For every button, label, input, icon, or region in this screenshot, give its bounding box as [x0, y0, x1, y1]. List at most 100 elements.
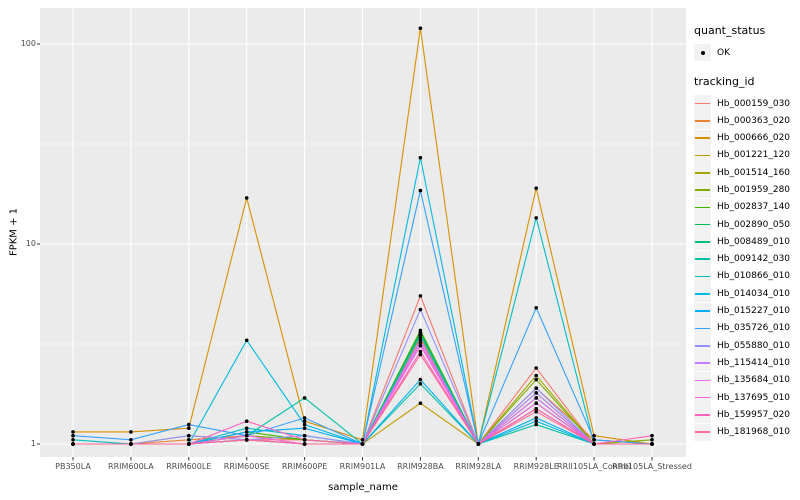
legend-key-line: [695, 379, 710, 382]
data-point: [129, 442, 133, 446]
legend-item-label: Hb_181968_010: [717, 427, 791, 438]
legend-key-line: [695, 396, 710, 399]
data-point: [244, 438, 249, 442]
data-point: [302, 426, 307, 431]
y-tick-label: 1: [30, 439, 36, 448]
legend-key-line: [695, 327, 710, 330]
legend-item-Hb_055880_010: Hb_055880_010: [694, 337, 800, 355]
legend-item-label: Hb_000159_030: [717, 98, 791, 109]
legend-item-label: OK: [717, 47, 730, 58]
legend-item-Hb_002890_050: Hb_002890_050: [694, 216, 800, 234]
data-point: [418, 401, 423, 406]
legend-key-box: [694, 354, 711, 372]
x-tick-label: RRII105LA_Control: [557, 462, 632, 471]
data-point: [360, 438, 365, 442]
legend-key-box: [694, 285, 711, 303]
legend-key-box: [694, 371, 711, 389]
x-tick-label: RRII105LA_Stressed: [612, 462, 692, 471]
legend-key-line: [695, 171, 710, 174]
legend-key-line: [695, 206, 710, 209]
data-point: [418, 330, 423, 335]
legend-item-label: Hb_010866_010: [717, 271, 791, 282]
data-point: [418, 188, 423, 193]
legend-title-quant-status: quant_status: [694, 24, 766, 37]
legend-item-Hb_137695_010: Hb_137695_010: [694, 389, 800, 407]
legend-key-line: [695, 275, 710, 278]
data-point: [534, 216, 538, 220]
legend-key-box: [694, 95, 711, 112]
legend-item-label: Hb_137695_010: [717, 392, 791, 403]
data-point: [418, 382, 423, 386]
data-point: [534, 416, 538, 420]
legend-key-box: [694, 423, 711, 441]
data-point: [418, 307, 423, 312]
legend-title-tracking-id: tracking_id: [694, 75, 755, 88]
data-point: [418, 338, 423, 343]
data-point: [534, 396, 538, 400]
point-icon: [700, 50, 705, 55]
legend-key-line: [695, 431, 710, 433]
data-point: [592, 438, 596, 442]
data-point: [187, 422, 191, 427]
legend-key-line: [695, 414, 710, 416]
legend-key-box: [694, 129, 711, 147]
legend-item-label: Hb_001221_120: [717, 150, 791, 161]
legend-key-box: [694, 164, 711, 182]
legend-item-Hb_014034_010: Hb_014034_010: [694, 285, 800, 303]
data-point: [534, 409, 538, 414]
legend-key-box: [694, 250, 711, 268]
x-tick-label: RRIM928LA: [455, 462, 502, 471]
legend-item-Hb_015227_010: Hb_015227_010: [694, 302, 800, 320]
data-point: [650, 442, 654, 446]
legend-key-box: [694, 44, 711, 61]
data-point: [187, 433, 191, 438]
data-point: [418, 349, 423, 354]
data-point: [302, 396, 307, 400]
data-point: [418, 343, 423, 348]
legend-item-Hb_181968_010: Hb_181968_010: [694, 423, 800, 441]
x-tick-label: PB350LA: [55, 462, 91, 471]
legend-item-Hb_000666_020: Hb_000666_020: [694, 129, 800, 147]
data-point: [129, 438, 133, 442]
legend-key-box: [694, 389, 711, 407]
legend-key-box: [694, 319, 711, 337]
legend-quant-status: quant_status OK: [694, 24, 800, 61]
legend-key-line: [695, 241, 710, 243]
legend-item-label: Hb_115414_010: [717, 357, 791, 368]
legend-key-line: [695, 293, 710, 295]
data-point: [534, 391, 538, 395]
data-point: [244, 426, 249, 431]
legend-item-Hb_001959_280: Hb_001959_280: [694, 181, 800, 199]
data-point: [71, 442, 75, 446]
data-point: [418, 155, 423, 160]
y-axis-title: FPKM + 1: [8, 207, 20, 257]
x-tick-label: RRIM600PE: [281, 462, 328, 471]
x-tick-label: RRIM600SE: [223, 462, 270, 471]
data-point: [187, 426, 191, 431]
x-tick-label: RRIM600LA: [108, 462, 154, 471]
legend-tracking-items: Hb_000159_030 Hb_000363_020 Hb_000666_020 H…: [694, 95, 800, 441]
legend-key-line: [695, 189, 710, 191]
data-point: [534, 186, 538, 190]
legend-item-label: Hb_055880_010: [717, 340, 791, 351]
data-point: [187, 438, 191, 442]
legend-key-box: [694, 216, 711, 234]
data-point: [534, 377, 538, 382]
legend-item-Hb_035726_010: Hb_035726_010: [694, 319, 800, 337]
legend-key-line: [695, 362, 710, 364]
data-point: [534, 419, 538, 424]
data-point: [592, 433, 596, 438]
data-point: [418, 335, 423, 340]
legend-item-label: Hb_135684_010: [717, 375, 791, 386]
x-tick-label: RRIM928LE: [513, 462, 559, 471]
data-point: [534, 366, 538, 370]
x-tick-label: RRIM600LE: [166, 462, 212, 471]
data-point: [418, 294, 423, 298]
legend-item-Hb_001221_120: Hb_001221_120: [694, 146, 800, 164]
data-point: [302, 416, 307, 420]
legend-item-label: Hb_035726_010: [717, 323, 791, 334]
data-point: [244, 433, 249, 438]
legend-item-label: Hb_008489_010: [717, 236, 791, 247]
